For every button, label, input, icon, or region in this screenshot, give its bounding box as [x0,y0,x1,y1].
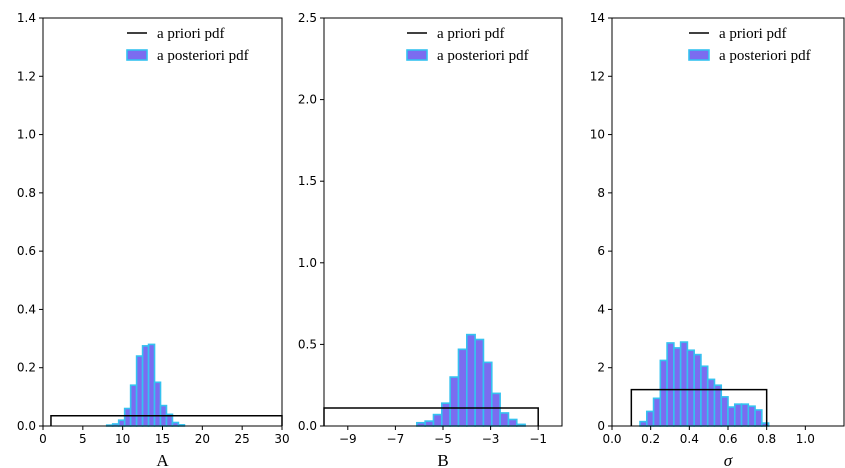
y-tick-label: 2.5 [298,11,317,25]
x-tick-label: 5 [79,432,87,446]
posterior-bar [754,409,763,427]
y-tick-label: 8 [597,186,605,200]
legend-posterior-label: a posteriori pdf [719,48,811,64]
subplot-3: 0.0 0.2 0.4 0.6 0.8 1.0 0 2 4 6 8 10 12 14 σ a priori p… [590,11,845,468]
posterior-bar [713,384,723,427]
posterior-bar [474,338,485,427]
y-tick-label: 0.2 [17,361,36,375]
posterior-bar [141,345,150,427]
legend-posterior-label: a posteriori pdf [157,48,249,64]
y-tick-label: 12 [590,69,605,83]
posterior-bar [123,407,132,427]
y-tick-label: 0.4 [17,302,36,316]
posterior-bar [645,410,655,427]
x-tick-label: −5 [434,432,452,446]
posterior-bar [733,403,743,427]
x-tick-label: 30 [274,432,289,446]
posterior-bar [720,396,729,427]
posterior-bar [652,397,662,427]
x-axis-label: B [437,451,448,468]
x-tick-label: −7 [387,432,405,446]
posterior-bar [432,413,443,427]
posterior-bar [147,343,156,427]
y-tick-label: 0.6 [17,244,36,258]
prior-pdf-line [630,388,768,426]
y-tick-label: 0.0 [17,419,36,433]
x-tick-label: 0.6 [718,432,737,446]
posterior-bar [679,341,689,427]
x-tick-label: 1.0 [796,432,815,446]
posterior-bar [424,420,435,427]
x-tick-label: 0.2 [641,432,660,446]
posterior-bar [700,365,709,427]
y-tick-label: 0.8 [17,186,36,200]
x-tick-label: 15 [155,432,170,446]
y-tick-label: 10 [590,128,605,142]
posterior-bar [490,392,501,427]
posterior-bar [727,406,736,427]
axes-frame [323,17,563,427]
posterior-bar [117,419,126,427]
x-tick-label: 10 [115,432,130,446]
legend-prior-label: a priori pdf [437,26,504,42]
x-tick-label: −3 [482,432,500,446]
y-tick-label: 1.0 [17,128,36,142]
posterior-bar [457,348,468,427]
y-tick-label: 0.5 [298,337,317,351]
posterior-bar [449,376,460,427]
y-tick-label: 4 [597,302,605,316]
posterior-bar [499,412,510,427]
posterior-bar [639,420,648,427]
y-tick-label: 14 [590,11,605,25]
legend-posterior-label: a posteriori pdf [437,48,529,64]
y-tick-label: 0 [597,419,605,433]
y-tick-label: 0.0 [298,419,317,433]
x-tick-label: 20 [195,432,210,446]
posterior-bar [441,402,451,427]
y-tick-label: 2 [597,361,605,375]
posterior-bar [673,347,682,427]
axes-frame [42,17,283,427]
posterior-bar [740,403,750,427]
x-tick-label: 0.4 [680,432,699,446]
y-tick-label: 6 [597,244,605,258]
x-axis-label: σ [724,451,733,468]
posterior-bar [465,333,476,427]
y-tick-label: 1.2 [17,69,36,83]
posterior-bar [507,418,518,427]
x-tick-label: 0.0 [602,432,621,446]
posterior-bar [129,384,138,427]
y-tick-label: 2.0 [298,93,317,107]
x-tick-label: 0.8 [757,432,776,446]
axes-frame [611,17,845,427]
posterior-bar [171,421,180,427]
x-tick-label: 25 [235,432,250,446]
legend-posterior-swatch [688,49,710,61]
legend-prior-label: a priori pdf [719,26,786,42]
posterior-bar [747,405,756,427]
posterior-bar [153,381,162,427]
y-tick-label: 1.5 [298,174,317,188]
posterior-bar [482,361,493,427]
subplot-1: 0 5 10 15 20 25 30 0.0 0.2 0.4 0.6 0.8 1.0 1.2 1.4 Aa p… [17,11,290,468]
legend-posterior-swatch [126,49,148,61]
y-tick-label: 1.4 [17,11,36,25]
x-axis-label: A [156,451,169,468]
legend-posterior-swatch [406,49,428,61]
x-tick-label: 0 [39,432,47,446]
x-tick-label: −1 [529,432,547,446]
posterior-bar [706,378,716,427]
subplot-2: −9 −7 −5 −3 −1 0.0 0.5 1.0 1.5 2.0 2.5 Ba priori pd… [298,11,563,468]
legend-prior-label: a priori pdf [157,26,224,42]
posterior-bar [659,359,668,427]
x-tick-label: −9 [339,432,357,446]
posterior-bar [666,342,675,427]
y-tick-label: 1.0 [298,256,317,270]
posterior-bar [686,349,695,427]
